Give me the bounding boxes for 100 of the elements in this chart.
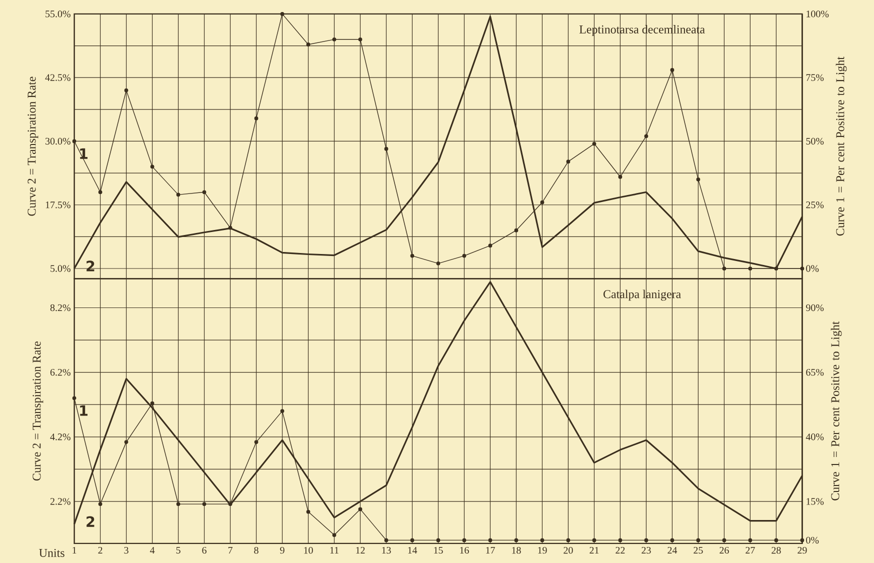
point xyxy=(436,261,440,266)
point xyxy=(618,174,622,179)
point xyxy=(124,440,128,444)
y-tick-label: 2.2% xyxy=(50,498,70,505)
series-label: 2 xyxy=(86,260,94,272)
y-tick-label: 30.0% xyxy=(46,138,70,144)
x-tick-label: 8 xyxy=(254,546,258,554)
point xyxy=(514,538,518,542)
point xyxy=(670,68,674,72)
y-axis-title: Curve 2 = Transpiration Rate xyxy=(28,76,38,216)
y2-axis-title: Curve 1 = Per cent Positive to Light xyxy=(830,321,842,500)
point xyxy=(644,134,648,138)
x-tick-label: 19 xyxy=(538,546,547,554)
y2-axis-title: Curve 1 = Per cent Positive to Light xyxy=(836,56,847,236)
y-tick-label: 8.2% xyxy=(50,304,70,311)
point xyxy=(488,538,492,542)
point xyxy=(228,502,232,506)
point xyxy=(488,243,492,248)
point xyxy=(202,502,206,506)
x-axis-title: Units xyxy=(39,548,64,557)
point xyxy=(514,228,518,232)
point xyxy=(306,42,310,46)
x-tick-label: 23 xyxy=(642,546,651,554)
y2-tick-label: 15% xyxy=(806,498,824,505)
series-label: 1 xyxy=(80,405,88,416)
x-tick-label: 5 xyxy=(176,546,180,554)
point xyxy=(176,192,180,196)
x-tick-label: 18 xyxy=(512,546,521,554)
point xyxy=(280,12,284,16)
point xyxy=(254,440,258,444)
x-tick-label: 7 xyxy=(228,546,232,554)
point xyxy=(540,538,544,542)
x-tick-label: 14 xyxy=(408,546,418,554)
x-tick-label: 26 xyxy=(720,546,729,554)
y2-tick-label: 0% xyxy=(806,264,819,272)
y2-tick-label: 40% xyxy=(806,433,824,440)
x-tick-label: 11 xyxy=(330,546,338,554)
x-tick-label: 6 xyxy=(202,546,206,554)
point xyxy=(280,408,284,413)
point xyxy=(332,37,336,42)
y2-tick-label: 75% xyxy=(806,74,824,81)
point xyxy=(722,538,726,542)
y-tick-label: 5.0% xyxy=(50,264,70,272)
point xyxy=(410,538,414,542)
point xyxy=(202,190,206,194)
y2-tick-label: 50% xyxy=(806,138,824,144)
point xyxy=(358,37,362,42)
point xyxy=(748,266,752,270)
point xyxy=(774,538,778,542)
point xyxy=(696,177,700,182)
y2-tick-label: 25% xyxy=(806,201,824,208)
point xyxy=(98,190,102,194)
point xyxy=(384,146,388,151)
point xyxy=(462,254,466,258)
x-tick-label: 10 xyxy=(304,546,313,554)
point xyxy=(592,142,596,146)
point xyxy=(644,538,648,542)
x-tick-label: 17 xyxy=(486,546,495,554)
x-tick-label: 27 xyxy=(746,546,755,554)
y2-tick-label: 100% xyxy=(806,10,829,18)
x-tick-label: 1 xyxy=(72,546,76,554)
x-tick-label: 20 xyxy=(564,546,573,554)
point xyxy=(696,538,700,542)
y-tick-label: 4.2% xyxy=(50,433,70,440)
x-tick-label: 21 xyxy=(590,546,599,554)
point xyxy=(176,502,180,506)
series-label: 1 xyxy=(80,148,88,159)
point xyxy=(540,200,544,204)
y-tick-label: 55.0% xyxy=(46,10,70,18)
x-tick-label: 12 xyxy=(356,546,365,554)
point xyxy=(332,532,336,537)
point xyxy=(670,538,674,542)
series-label: 2 xyxy=(86,516,94,527)
x-tick-label: 28 xyxy=(772,546,781,554)
point xyxy=(592,538,596,542)
x-tick-label: 29 xyxy=(798,546,807,554)
point xyxy=(618,538,622,542)
y-tick-label: 17.5% xyxy=(46,201,70,208)
x-tick-label: 9 xyxy=(280,546,284,554)
x-tick-label: 22 xyxy=(616,546,625,554)
point xyxy=(436,538,440,542)
y-tick-label: 42.5% xyxy=(45,74,70,81)
x-tick-label: 2 xyxy=(98,546,102,554)
point xyxy=(228,226,232,230)
x-tick-label: 24 xyxy=(668,546,678,554)
point xyxy=(462,538,466,542)
y-axis-title: Curve 2 = Transpiration Rate xyxy=(32,341,44,480)
point xyxy=(566,538,570,542)
point xyxy=(150,164,154,168)
y2-tick-label: 65% xyxy=(806,368,824,376)
point xyxy=(384,538,388,542)
x-tick-label: 15 xyxy=(434,546,443,554)
point xyxy=(306,510,310,514)
point xyxy=(254,116,258,120)
y2-tick-label: 0% xyxy=(806,536,819,544)
point xyxy=(72,139,76,143)
point xyxy=(150,401,154,406)
point xyxy=(72,396,76,400)
point xyxy=(748,538,752,542)
point xyxy=(98,502,102,506)
